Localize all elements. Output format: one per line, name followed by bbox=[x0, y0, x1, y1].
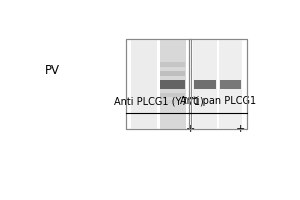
Text: --: -- bbox=[214, 124, 222, 134]
Bar bbox=[131, 39, 157, 129]
Bar bbox=[160, 100, 185, 104]
Bar bbox=[194, 80, 216, 89]
Text: PV: PV bbox=[44, 64, 59, 77]
Bar bbox=[193, 39, 217, 129]
Bar bbox=[160, 93, 185, 97]
Bar bbox=[160, 80, 185, 89]
Bar bbox=[189, 39, 247, 129]
Bar bbox=[160, 39, 186, 129]
Text: Anti pan PLCG1: Anti pan PLCG1 bbox=[180, 96, 256, 106]
Text: +: + bbox=[186, 124, 196, 134]
Bar bbox=[220, 80, 242, 89]
Bar bbox=[126, 39, 191, 129]
Text: Anti PLCG1 (Y771): Anti PLCG1 (Y771) bbox=[113, 96, 203, 106]
Bar bbox=[126, 39, 191, 129]
Text: --: -- bbox=[154, 124, 162, 134]
Bar bbox=[160, 62, 185, 67]
Bar bbox=[219, 39, 242, 129]
Bar bbox=[160, 71, 185, 76]
Text: +: + bbox=[236, 124, 246, 134]
Bar bbox=[189, 39, 247, 129]
